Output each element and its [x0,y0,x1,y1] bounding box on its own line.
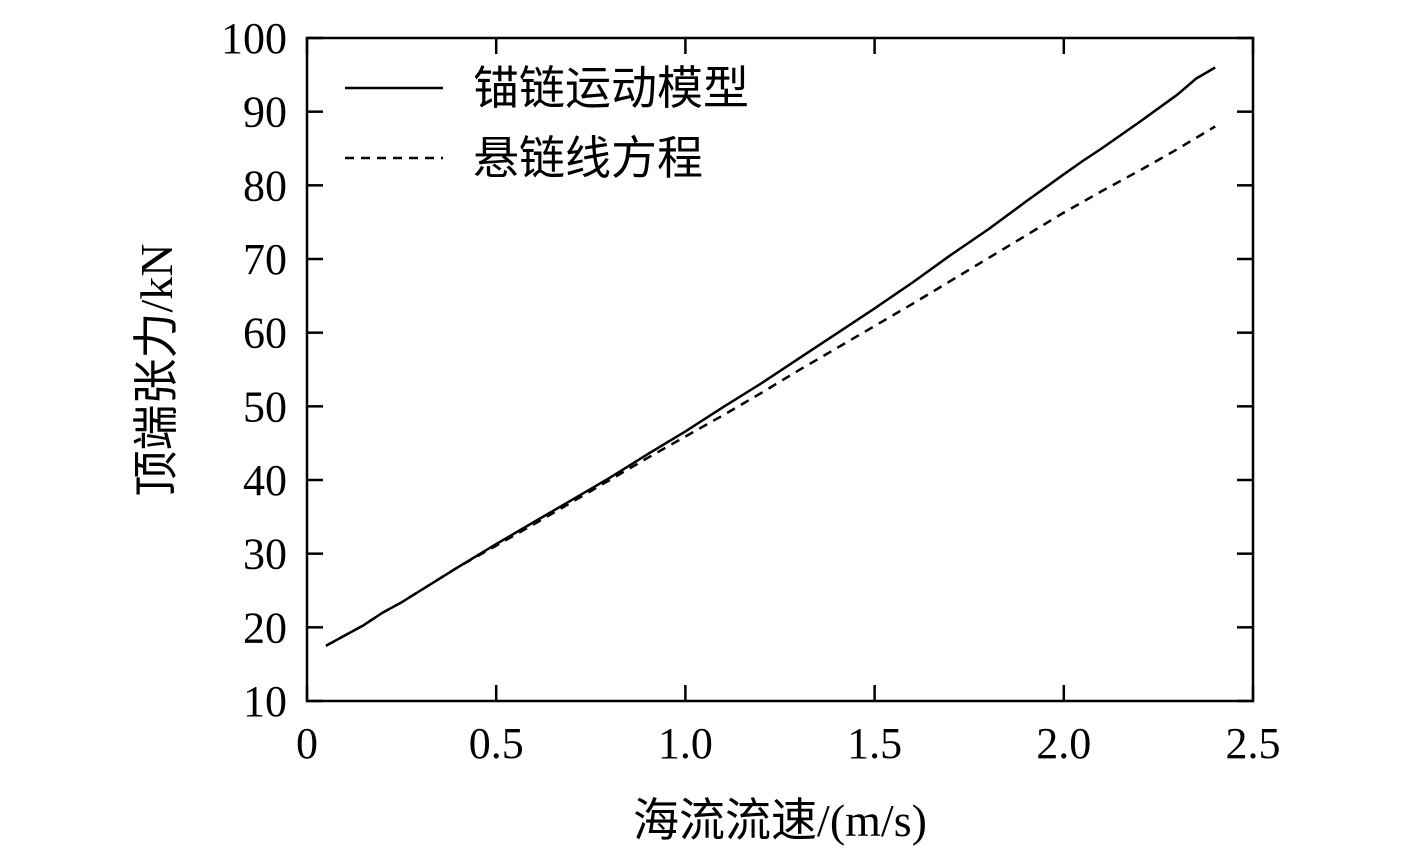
y-tick-label: 30 [243,530,287,579]
x-axis-label: 海流流速/(m/s) [633,795,927,846]
y-tick-label: 50 [243,382,287,431]
y-tick-label: 90 [243,88,287,137]
x-tick-label: 1.5 [847,719,902,768]
y-tick-label: 80 [243,161,287,210]
x-tick-label: 1.0 [658,719,713,768]
y-tick-label: 70 [243,235,287,284]
x-tick-label: 0 [296,719,318,768]
plot-frame [305,36,1255,703]
legend-label-model: 锚链运动模型 [473,63,749,114]
series-line-model [325,66,1216,647]
x-tick-label: 2.0 [1036,719,1091,768]
series-layer [325,66,1216,647]
legend-label-catenary: 悬链线方程 [473,133,703,184]
y-tick-label: 10 [243,677,287,726]
y-tick-label: 20 [243,603,287,652]
x-tick-label: 2.5 [1226,719,1281,768]
y-tick-label: 60 [243,309,287,358]
y-tick-label: 100 [221,14,287,63]
y-axis-label: 顶端张力/kN [131,244,182,497]
y-tick-label: 40 [243,456,287,505]
legend: 锚链运动模型 悬链线方程 [345,63,749,184]
x-tick-label: 0.5 [469,719,524,768]
tick-labels-layer: 0 0.5 1.0 1.5 2.0 2.5 10 20 30 40 50 60 70 80 90 100 [221,14,1281,768]
series-line-catenary [325,125,1216,647]
